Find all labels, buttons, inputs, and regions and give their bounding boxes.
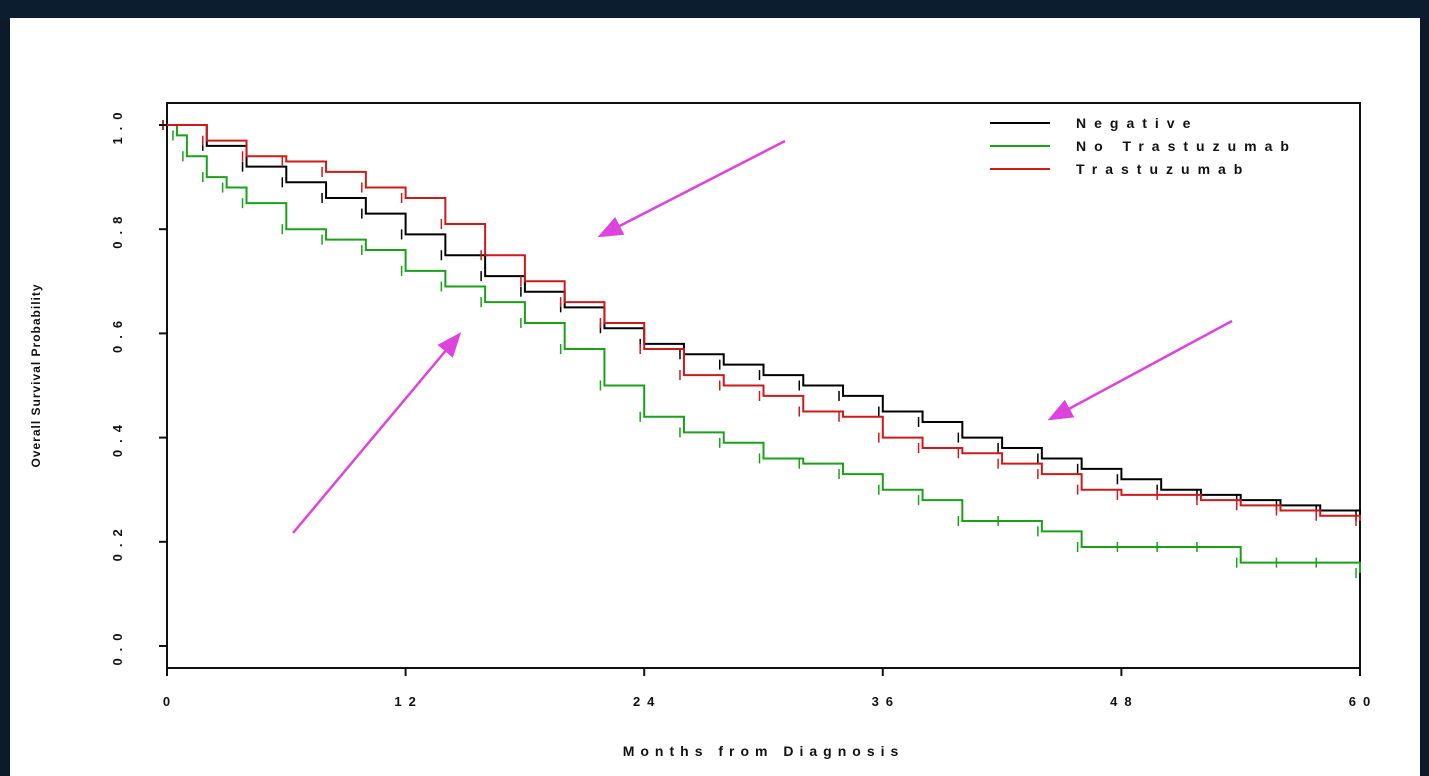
y-tick-label: 0.0 [110, 626, 125, 665]
x-tick-label: 12 [394, 694, 422, 709]
legend: Negative No Trastuzumab Trastuzumab [990, 115, 1297, 177]
x-tick-label: 0 [163, 694, 177, 709]
survival-chart: 0 12 24 36 48 60 0.0 0.2 0.4 0.6 0.8 1.0 Months fro… [29, 102, 1377, 759]
x-axis-label: Months from Diagnosis [623, 743, 905, 759]
arrow-upper-middle [597, 139, 786, 238]
series-line [167, 124, 1361, 574]
plot-frame [166, 102, 1361, 669]
y-tick-label: 0.6 [110, 314, 125, 353]
series-no-trastuzumab [162, 120, 1361, 579]
series-line [167, 124, 1361, 521]
series-layer [162, 120, 1361, 579]
legend-label: Trastuzumab [1076, 161, 1250, 177]
x-tick-label: 36 [872, 694, 900, 709]
y-tick-label: 0.2 [110, 522, 125, 561]
ticks-layer: 0 12 24 36 48 60 0.0 0.2 0.4 0.6 0.8 1.0 [110, 105, 1377, 709]
series-trastuzumab [162, 120, 1361, 526]
x-tick-label: 60 [1349, 694, 1377, 709]
legend-label: Negative [1076, 115, 1198, 131]
arrow-lower-left [292, 332, 462, 534]
y-axis-label: Overall Survival Probability [29, 283, 43, 467]
series-line [167, 124, 1361, 516]
y-tick-label: 0.8 [110, 210, 125, 249]
arrow-right [1047, 319, 1233, 421]
legend-label: No Trastuzumab [1076, 138, 1297, 154]
x-tick-label: 48 [1110, 694, 1138, 709]
annotation-arrows [292, 139, 1233, 534]
x-tick-label: 24 [633, 694, 661, 709]
frame-top-border [0, 0, 1429, 20]
y-tick-label: 1.0 [110, 105, 125, 144]
y-tick-label: 0.4 [110, 418, 125, 457]
series-negative [162, 120, 1361, 521]
chart-panel: 0 12 24 36 48 60 0.0 0.2 0.4 0.6 0.8 1.0 Months fro… [10, 18, 1420, 776]
